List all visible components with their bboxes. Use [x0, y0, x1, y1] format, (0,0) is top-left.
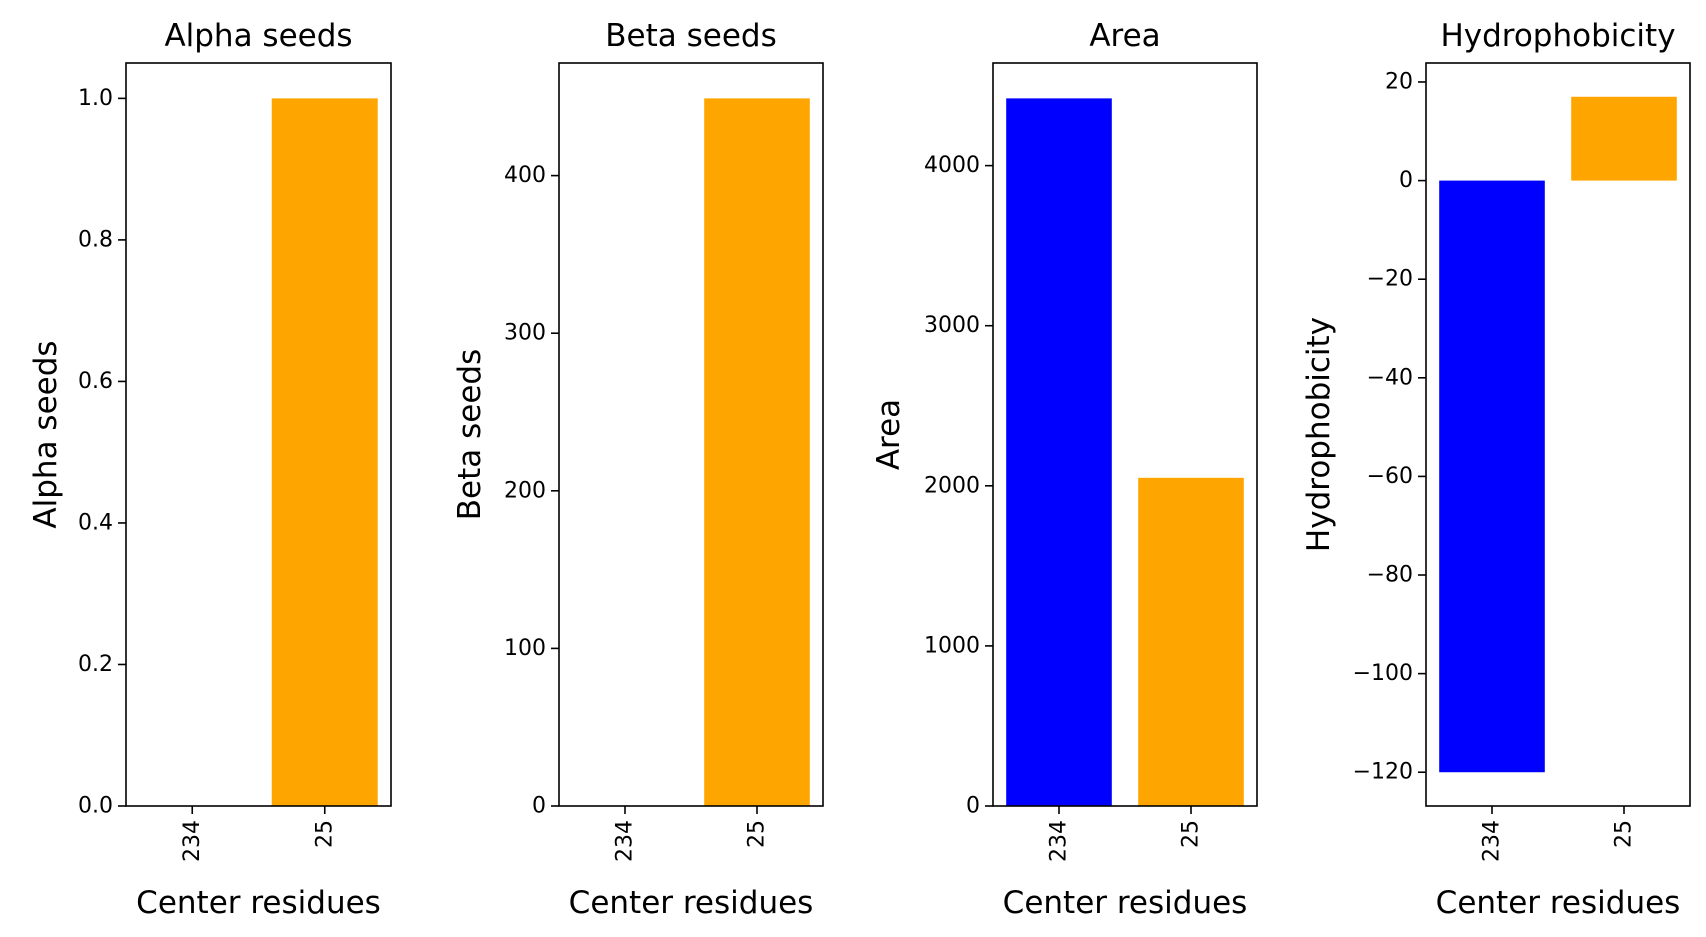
y-tick-label: −100 — [1353, 661, 1413, 686]
x-tick-label: 25 — [312, 820, 337, 848]
x-tick-label: 25 — [745, 820, 770, 848]
axes-frame — [125, 62, 392, 807]
chart-title: Hydrophobicity — [1440, 18, 1675, 54]
y-tick-label: 0.6 — [78, 369, 113, 394]
y-axis-label: Hydrophobicity — [1301, 317, 1337, 552]
axes-frame — [1425, 62, 1691, 807]
bar-25 — [704, 98, 810, 806]
y-tick-label: −80 — [1367, 563, 1413, 588]
y-tick-label: −60 — [1367, 464, 1413, 489]
y-tick-label: 1.0 — [78, 86, 113, 111]
y-tick-label: 200 — [504, 478, 546, 503]
axes-frame — [992, 62, 1258, 807]
y-tick-label: −40 — [1367, 365, 1413, 390]
x-tick-label: 234 — [1047, 820, 1072, 862]
axes-frame — [558, 62, 824, 807]
y-tick-label: 4000 — [924, 153, 980, 178]
y-tick-label: 0 — [966, 794, 980, 819]
x-axis-label: Center residues — [136, 885, 381, 921]
bar-25 — [1571, 96, 1677, 181]
x-tick-label: 234 — [613, 820, 638, 862]
bar-25 — [271, 98, 378, 806]
y-tick-label: 0.4 — [78, 510, 113, 535]
y-tick-label: −120 — [1353, 760, 1413, 785]
x-tick-label: 234 — [180, 820, 205, 862]
x-axis-label: Center residues — [569, 885, 814, 921]
bar-234 — [1006, 98, 1112, 806]
chart-panel-3: −120 −100 −80 −60 −40 −20 0 20 234 25 Hydrophobici… — [1301, 18, 1691, 921]
y-tick-label: 2000 — [924, 473, 980, 498]
chart-panel-1: 0 100 200 300 400 234 25 Beta seeds Center resid… — [452, 18, 824, 921]
y-tick-label: 0.0 — [78, 794, 113, 819]
y-tick-label: 0.8 — [78, 227, 113, 252]
y-axis-label: Beta seeds — [452, 349, 488, 520]
chart-title: Area — [1089, 18, 1160, 54]
x-tick-label: 25 — [1179, 820, 1204, 848]
y-tick-label: 0 — [1399, 168, 1413, 193]
y-tick-label: 100 — [504, 636, 546, 661]
chart-panel-0: 0.0 0.2 0.4 0.6 0.8 1.0 234 25 Alpha seeds Center… — [28, 18, 392, 921]
bar-234 — [1439, 180, 1545, 773]
y-tick-label: 300 — [504, 321, 546, 346]
chart-panel-2: 0 1000 2000 3000 4000 234 25 Area Center residue… — [871, 18, 1258, 921]
x-tick-label: 234 — [1480, 820, 1505, 862]
y-tick-label: 3000 — [924, 313, 980, 338]
x-axis-label: Center residues — [1003, 885, 1248, 921]
y-axis-label: Area — [871, 399, 907, 470]
x-tick-label: 25 — [1612, 820, 1637, 848]
chart-title: Beta seeds — [605, 18, 776, 54]
x-axis-label: Center residues — [1436, 885, 1681, 921]
y-tick-label: 0.2 — [78, 652, 113, 677]
y-tick-label: −20 — [1367, 267, 1413, 292]
y-tick-label: 20 — [1385, 69, 1413, 94]
y-tick-label: 1000 — [924, 633, 980, 658]
y-axis-label: Alpha seeds — [28, 340, 64, 528]
y-tick-label: 400 — [504, 163, 546, 188]
y-tick-label: 0 — [532, 794, 546, 819]
bar-25 — [1138, 477, 1244, 806]
chart-title: Alpha seeds — [164, 18, 352, 54]
